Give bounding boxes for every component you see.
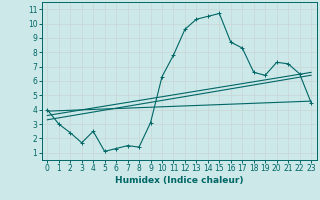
X-axis label: Humidex (Indice chaleur): Humidex (Indice chaleur)	[115, 176, 244, 185]
